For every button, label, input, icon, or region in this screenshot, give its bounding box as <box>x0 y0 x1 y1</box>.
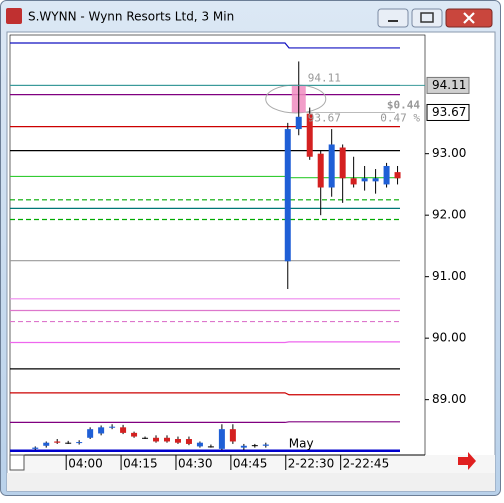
candle-body <box>153 437 160 442</box>
candle-body <box>98 427 105 434</box>
measure-high-label: 94.11 <box>308 71 341 84</box>
level-line <box>10 421 400 424</box>
candle-body <box>109 426 116 428</box>
x-tick-label: 04:00 <box>68 457 103 471</box>
y-tick-label: 90.00 <box>432 331 466 345</box>
measure-change: $0.44 <box>387 98 420 111</box>
close-icon <box>463 12 475 24</box>
scroll-box[interactable] <box>9 454 25 471</box>
candle-body <box>54 441 61 443</box>
candle-body <box>229 429 236 442</box>
last-price-box <box>426 103 470 121</box>
time-axis <box>10 455 495 473</box>
y-tick-label: 89.00 <box>432 392 466 406</box>
candle-body <box>328 144 335 188</box>
candle-body <box>120 427 127 433</box>
minimize-button[interactable] <box>377 8 409 28</box>
candle-body <box>361 178 368 182</box>
measure-percent: 0.47 % <box>380 111 420 124</box>
candle-body <box>339 147 346 179</box>
last-price-label: 93.67 <box>432 105 466 119</box>
marker-price-box <box>426 76 470 94</box>
candle-body <box>262 444 269 446</box>
level-line <box>10 392 400 396</box>
chart-layer: 89.00 90.00 91.00 92.00 93.00 04:00 04:15 04:30… <box>10 42 470 471</box>
measure-low-label: 93.67 <box>308 111 341 124</box>
level-line <box>10 42 400 49</box>
candle-body <box>142 437 149 439</box>
candle-body <box>196 442 203 447</box>
candle-body <box>131 432 138 437</box>
candle-body <box>218 429 225 449</box>
candle-body <box>76 442 83 444</box>
candle-body <box>251 445 258 447</box>
window-title: S.WYNN - Wynn Resorts Ltd, 3 Min <box>28 10 234 24</box>
session-label: May <box>289 437 314 451</box>
maximize-icon <box>420 12 434 23</box>
candle-body <box>317 153 324 188</box>
candle-body <box>383 165 390 185</box>
y-tick-label: 92.00 <box>432 208 466 222</box>
candle-body <box>87 429 94 438</box>
candle-body <box>185 439 192 444</box>
candle-body <box>394 172 401 179</box>
candle-body <box>295 116 302 130</box>
candle-body <box>174 439 181 443</box>
app-icon <box>6 8 22 24</box>
candle-body <box>43 442 50 446</box>
x-tick-label: 04:30 <box>178 457 213 471</box>
status-strip <box>7 473 495 491</box>
level-line <box>10 341 400 344</box>
x-tick-label: 2-22:45 <box>343 457 390 471</box>
marker-price-label: 94.11 <box>432 78 466 92</box>
y-tick-label: 91.00 <box>432 269 466 283</box>
candle-body <box>240 445 247 448</box>
scroll-right-arrow[interactable] <box>458 452 476 470</box>
plot-area <box>9 34 426 456</box>
candle-body <box>306 113 313 157</box>
candle-body <box>207 446 214 448</box>
candle-body <box>163 437 170 442</box>
x-tick-label: 2-22:30 <box>288 457 335 471</box>
candle-body <box>65 442 72 444</box>
maximize-button[interactable] <box>411 8 443 28</box>
x-tick-label: 04:15 <box>123 457 158 471</box>
y-tick-label: 93.00 <box>432 146 466 160</box>
candle-body <box>284 129 291 262</box>
candle-body <box>32 447 39 449</box>
x-tick-label: 04:45 <box>233 457 268 471</box>
candle-body <box>350 178 357 185</box>
candle-body <box>372 178 379 182</box>
